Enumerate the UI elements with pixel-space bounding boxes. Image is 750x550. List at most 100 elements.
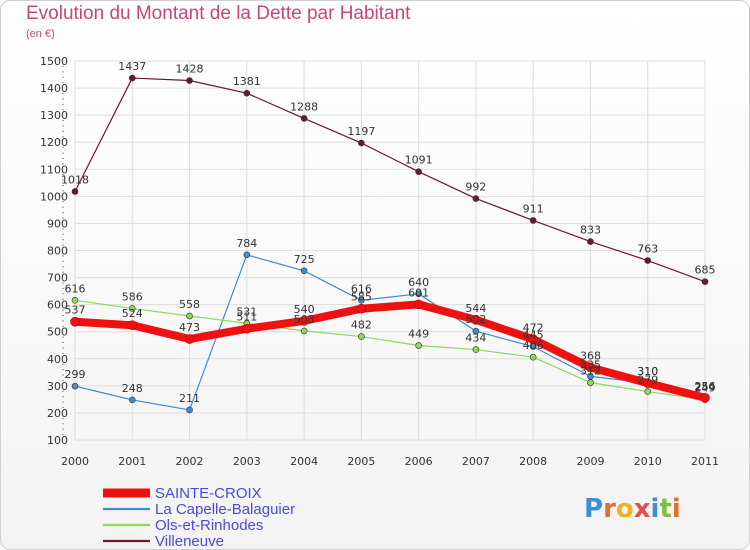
data-label: 256 — [695, 380, 716, 393]
y-tick-label: 500 — [47, 326, 68, 339]
data-label: 406 — [523, 339, 544, 352]
y-tick-label: 1500 — [40, 55, 68, 68]
data-point — [128, 74, 136, 82]
data-label: 763 — [637, 243, 658, 256]
data-label: 482 — [351, 319, 372, 332]
y-tick-label: 1000 — [40, 190, 68, 203]
x-tick-label: 2009 — [576, 455, 604, 468]
chart-unit: (en €) — [26, 28, 55, 40]
y-tick-label: 100 — [47, 434, 68, 447]
data-point — [415, 290, 422, 298]
data-point — [243, 89, 251, 97]
data-label: 473 — [179, 321, 200, 334]
data-label: 685 — [695, 264, 716, 277]
data-point — [358, 333, 365, 340]
data-labels: 1018 1437 1428 1381 1288 1197 1091 992 911 833 763… — [61, 60, 716, 405]
data-point — [587, 238, 594, 245]
data-point — [528, 334, 538, 345]
data-label: 1381 — [233, 75, 261, 88]
y-tick-label: 1100 — [40, 163, 68, 176]
data-label: 211 — [179, 392, 200, 405]
y-tick-label: 400 — [47, 353, 68, 366]
grid — [74, 60, 706, 441]
data-label: 586 — [122, 290, 143, 303]
data-point — [186, 77, 193, 84]
data-point — [71, 188, 79, 195]
x-tick-label: 2002 — [176, 455, 204, 468]
y-tick-label: 600 — [47, 299, 68, 312]
data-label: 601 — [408, 286, 429, 299]
x-tick-label: 2011 — [691, 455, 719, 468]
data-point — [300, 267, 308, 275]
data-label: 992 — [465, 181, 486, 194]
data-point — [472, 327, 480, 335]
data-label: 1288 — [290, 100, 318, 113]
axes: 1002003004005006007008009001000110012001… — [40, 55, 719, 468]
x-tick-label: 2000 — [61, 455, 89, 468]
data-label: 434 — [465, 332, 486, 345]
data-label: 725 — [294, 253, 315, 266]
y-tick-label: 1400 — [40, 82, 68, 95]
data-label: 248 — [122, 382, 143, 395]
y-tick-label: 800 — [47, 245, 68, 258]
x-tick-label: 2006 — [405, 455, 433, 468]
data-point — [585, 362, 596, 373]
data-point — [127, 320, 138, 331]
data-point — [472, 346, 480, 353]
data-label: 616 — [65, 282, 86, 295]
data-point — [358, 297, 365, 304]
data-label: 640 — [408, 276, 429, 289]
x-tick-label: 2007 — [462, 455, 490, 468]
y-tick-label: 700 — [47, 272, 68, 285]
data-point — [587, 379, 594, 386]
x-tick-label: 2003 — [233, 455, 261, 468]
y-tick-label: 300 — [47, 380, 68, 393]
y-tick-label: 1300 — [40, 109, 68, 122]
data-label: 911 — [523, 202, 544, 215]
data-point — [413, 299, 424, 310]
x-tick-label: 2001 — [118, 455, 146, 468]
data-point — [358, 139, 365, 147]
data-point — [186, 406, 193, 414]
data-point — [529, 217, 537, 224]
data-label: 1091 — [405, 154, 433, 167]
data-point — [701, 278, 709, 285]
data-label: 254 — [695, 380, 716, 393]
data-label: 1437 — [118, 60, 146, 73]
data-label: 524 — [122, 307, 143, 320]
data-point — [356, 303, 367, 314]
svg-text:Proxiti: Proxiti — [584, 494, 681, 524]
series-line — [74, 77, 706, 283]
x-tick-label: 2008 — [519, 455, 547, 468]
data-label: 445 — [523, 329, 544, 342]
data-label: 502 — [465, 313, 486, 326]
data-point — [299, 316, 309, 326]
data-point — [642, 378, 653, 388]
data-label: 310 — [637, 365, 658, 378]
data-label: 544 — [465, 302, 486, 315]
data-label: 558 — [179, 298, 200, 311]
legend-label: La Capelle-Balaguier — [155, 501, 295, 518]
y-tick-label: 200 — [47, 407, 68, 420]
data-label: 503 — [294, 313, 315, 326]
series-line — [74, 299, 706, 401]
data-point — [415, 342, 422, 349]
data-label: 1018 — [61, 173, 89, 186]
legend-label: Ols-et-Rinhodes — [155, 517, 263, 534]
data-label: 335 — [580, 358, 601, 371]
data-point — [184, 334, 195, 344]
data-label: 537 — [65, 304, 86, 317]
data-label: 472 — [523, 321, 544, 334]
data-label: 833 — [580, 224, 601, 237]
data-label: 784 — [236, 237, 257, 250]
data-label: 540 — [294, 303, 315, 316]
data-point — [71, 297, 79, 304]
data-label: 310 — [637, 365, 658, 378]
data-label: 616 — [351, 282, 372, 295]
data-label: 312 — [580, 365, 601, 378]
x-tick-label: 2005 — [347, 455, 375, 468]
proxiti-logo: Proxiti — [584, 494, 681, 524]
data-label: 1428 — [176, 62, 204, 75]
